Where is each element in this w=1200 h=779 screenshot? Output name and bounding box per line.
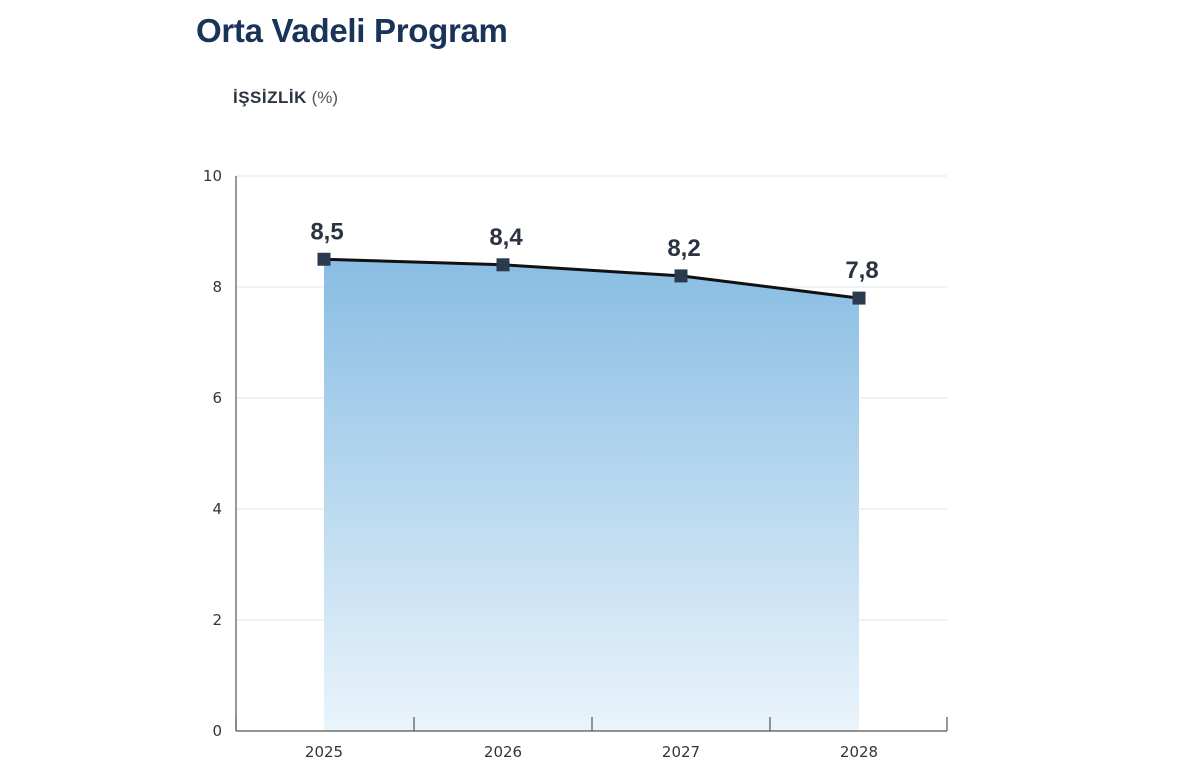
data-point-marker [852, 291, 866, 305]
x-tick-label: 2026 [484, 743, 522, 761]
subtitle-label: İŞSİZLİK [233, 88, 307, 107]
y-tick-label: 8 [212, 278, 222, 296]
area-layer [324, 259, 859, 731]
data-point-marker [674, 269, 688, 283]
data-point-marker [496, 258, 510, 272]
axis-layer: 0 2 4 6 8 10 2025 2026 2027 2028 [203, 167, 948, 761]
line-layer [317, 252, 866, 305]
data-point-marker [317, 252, 331, 266]
series-line [323, 257, 860, 300]
label-layer: 8,5 8,4 8,2 7,8 [310, 218, 878, 284]
data-label: 7,8 [845, 257, 878, 284]
y-tick-label: 10 [203, 167, 222, 185]
x-tick-label: 2027 [662, 743, 700, 761]
area-fill [324, 259, 859, 731]
y-tick-label: 2 [212, 611, 222, 629]
data-label: 8,4 [489, 224, 523, 251]
data-label: 8,5 [310, 218, 343, 245]
page-title: Orta Vadeli Program [196, 12, 508, 49]
y-tick-label: 4 [212, 500, 222, 518]
subtitle-unit: (%) [311, 88, 339, 107]
y-tick-label: 6 [212, 389, 222, 407]
x-tick-label: 2028 [840, 743, 878, 761]
x-tick-label: 2025 [305, 743, 343, 761]
data-label: 8,2 [667, 235, 700, 262]
y-tick-label: 0 [212, 722, 222, 740]
chart-subtitle: İŞSİZLİK (%) [233, 88, 338, 108]
